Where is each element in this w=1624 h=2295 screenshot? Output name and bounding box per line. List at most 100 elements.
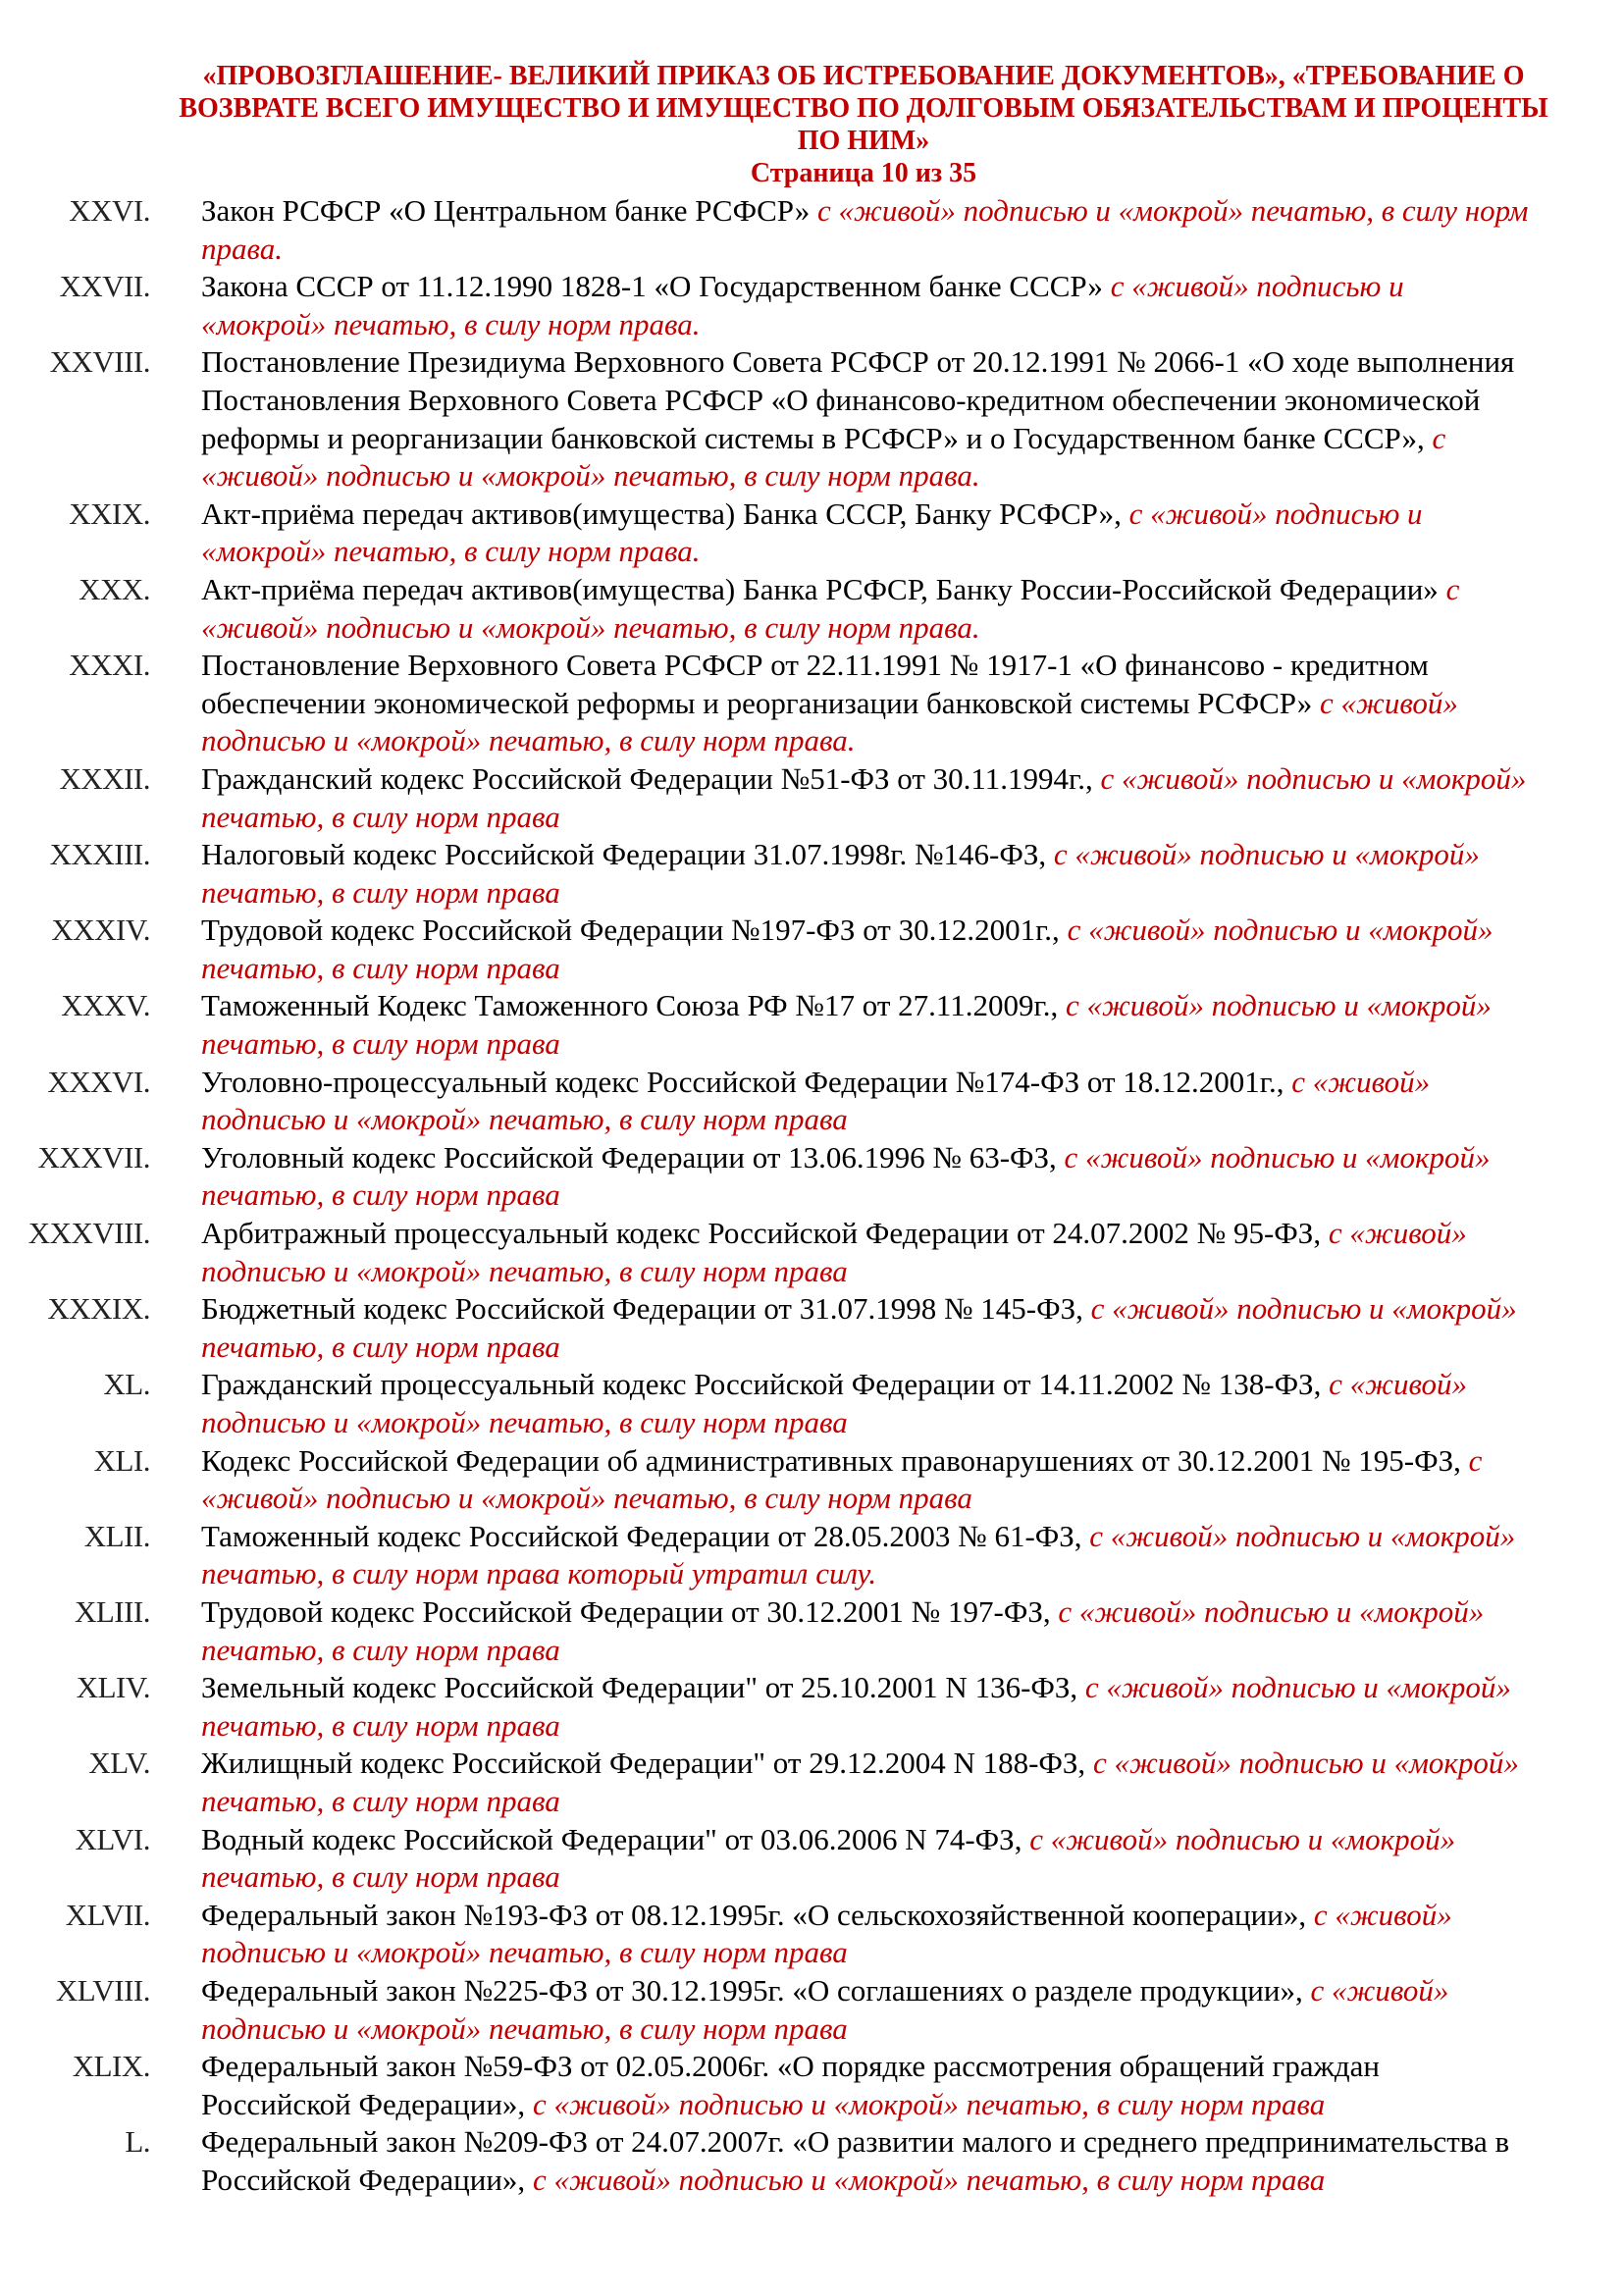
- item-body: Постановление Верховного Совета РСФСР от…: [201, 647, 1536, 760]
- item-note: с «живой» подписью и «мокрой» печатью, в…: [201, 1367, 1467, 1439]
- list-item: XXXII. Гражданский кодекс Российской Феде…: [0, 760, 1570, 836]
- item-note: с «живой» подписью и «мокрой» печатью, в…: [201, 1821, 1456, 1895]
- item-number: XXXIV.: [51, 913, 150, 948]
- item-text: Водный кодекс Российской Федерации" от 0…: [201, 1821, 1030, 1856]
- law-list: XXVI. Закон РСФСР «О Центральном банке РС…: [0, 192, 1570, 2199]
- item-number: XXIX.: [69, 496, 150, 531]
- item-body: Таможенный кодекс Российской Федерации о…: [201, 1518, 1536, 1593]
- item-body: Гражданский процессуальный кодекс Россий…: [201, 1366, 1536, 1441]
- item-note: с «живой» подписью и «мокрой» печатью, в…: [201, 420, 1446, 494]
- item-number: XXVI.: [69, 193, 150, 228]
- item-body: Закона СССР от 11.12.1990 1828-1 «О Госу…: [201, 268, 1536, 343]
- item-text: Таможенный кодекс Российской Федерации о…: [201, 1518, 1090, 1553]
- item-body: Земельный кодекс Российской Федерации" о…: [201, 1669, 1536, 1745]
- list-item: XLV. Жилищный кодекс Российской Федерации…: [0, 1745, 1570, 1820]
- item-body: Налоговый кодекс Российской Федерации 31…: [201, 836, 1536, 912]
- list-item: XXXIV. Трудовой кодекс Российской Федерац…: [0, 912, 1570, 987]
- item-text: Бюджетный кодекс Российской Федерации от…: [201, 1291, 1091, 1327]
- item-text: Федеральный закон №59-ФЗ от 02.05.2006г.…: [201, 2049, 1380, 2121]
- item-number: XXVII.: [59, 269, 150, 304]
- item-number: XLIX.: [72, 2049, 151, 2084]
- list-item: XXX. Акт-приёма передач активов(имущества…: [0, 571, 1570, 647]
- item-number: L.: [125, 2124, 150, 2160]
- item-body: Федеральный закон №59-ФЗ от 02.05.2006г.…: [201, 2048, 1536, 2123]
- item-note: с «живой» подписью и «мокрой» печатью, в…: [201, 1291, 1517, 1364]
- list-item: XXXIII. Налоговый кодекс Российской Федер…: [0, 836, 1570, 912]
- list-item: XXXVI. Уголовно-процессуальный кодекс Рос…: [0, 1064, 1570, 1139]
- item-note: с «живой» подписью и «мокрой» печатью, в…: [201, 1518, 1516, 1591]
- list-item: XLII. Таможенный кодекс Российской Федера…: [0, 1518, 1570, 1593]
- item-body: Федеральный закон №209-ФЗ от 24.07.2007г…: [201, 2123, 1536, 2199]
- item-text: Земельный кодекс Российской Федерации" о…: [201, 1670, 1085, 1705]
- item-text: Акт-приёма передач активов(имущества) Ба…: [201, 496, 1129, 531]
- item-text: Гражданский процессуальный кодекс Россий…: [201, 1367, 1330, 1402]
- list-item: XLI. Кодекс Российской Федерации об админ…: [0, 1442, 1570, 1518]
- list-item: XXVII. Закона СССР от 11.12.1990 1828-1 «…: [0, 268, 1570, 343]
- item-number: XXXIII.: [49, 837, 151, 872]
- item-body: Постановление Президиума Верховного Сове…: [201, 343, 1536, 495]
- list-item: L. Федеральный закон №209-ФЗ от 24.07.200…: [0, 2123, 1570, 2199]
- item-note: с «живой» подписью и «мокрой» печатью, в…: [201, 1064, 1431, 1137]
- list-item: XL. Гражданский процессуальный кодекс Рос…: [0, 1366, 1570, 1441]
- item-note: с «живой» подписью и «мокрой» печатью, в…: [532, 2162, 1326, 2197]
- item-number: XXX.: [79, 571, 150, 606]
- list-item: XLVI. Водный кодекс Российской Федерации"…: [0, 1821, 1570, 1897]
- item-number: XLVII.: [65, 1897, 151, 1932]
- item-note: с «живой» подписью и «мокрой» печатью, в…: [201, 1897, 1452, 1970]
- item-number: XLII.: [83, 1518, 151, 1553]
- item-number: XXVIII.: [49, 344, 151, 380]
- item-body: Акт-приёма передач активов(имущества) Ба…: [201, 496, 1536, 571]
- item-number: XXXVIII.: [27, 1216, 151, 1251]
- item-note: с «живой» подписью и «мокрой» печатью, в…: [201, 988, 1492, 1062]
- item-body: Водный кодекс Российской Федерации" от 0…: [201, 1821, 1536, 1897]
- item-text: Трудовой кодекс Российской Федерации от …: [201, 1593, 1059, 1629]
- item-body: Трудовой кодекс Российской Федерации №19…: [201, 912, 1536, 987]
- item-text: Налоговый кодекс Российской Федерации 31…: [201, 837, 1054, 872]
- list-item: XXXV. Таможенный Кодекс Таможенного Союза…: [0, 987, 1570, 1063]
- item-number: XLI.: [93, 1442, 151, 1478]
- item-body: Закон РСФСР «О Центральном банке РСФСР» …: [201, 192, 1536, 268]
- item-text: Гражданский кодекс Российской Федерации …: [201, 760, 1101, 796]
- item-text: Постановление Президиума Верховного Сове…: [201, 344, 1515, 455]
- item-body: Таможенный Кодекс Таможенного Союза РФ №…: [201, 987, 1536, 1063]
- list-item: XXXIX. Бюджетный кодекс Российской Федера…: [0, 1290, 1570, 1366]
- item-note: с «живой» подписью и «мокрой» печатью, в…: [201, 1746, 1519, 1818]
- item-text: Жилищный кодекс Российской Федерации" от…: [201, 1746, 1093, 1781]
- item-number: XXXIX.: [47, 1291, 150, 1327]
- item-body: Гражданский кодекс Российской Федерации …: [201, 760, 1536, 836]
- item-number: XXXVII.: [37, 1139, 151, 1174]
- item-number: XLV.: [88, 1746, 150, 1781]
- item-number: XL.: [103, 1367, 150, 1402]
- item-text: Постановление Верховного Совета РСФСР от…: [201, 648, 1429, 720]
- item-body: Акт-приёма передач активов(имущества) Ба…: [201, 571, 1536, 647]
- list-item: XLIV. Земельный кодекс Российской Федерац…: [0, 1669, 1570, 1745]
- item-note: с «живой» подписью и «мокрой» печатью, в…: [201, 1972, 1449, 2046]
- item-number: XXXII.: [59, 760, 150, 796]
- item-note: с «живой» подписью и «мокрой» печатью, в…: [201, 193, 1529, 266]
- list-item: XLIX. Федеральный закон №59-ФЗ от 02.05.2…: [0, 2048, 1570, 2123]
- item-text: Федеральный закон №209-ФЗ от 24.07.2007г…: [201, 2124, 1510, 2197]
- list-item: XXXVIII. Арбитражный процессуальный кодек…: [0, 1215, 1570, 1290]
- item-note: с «живой» подписью и «мокрой» печатью, в…: [532, 2086, 1326, 2121]
- list-item: XXXI. Постановление Верховного Совета РСФ…: [0, 647, 1570, 760]
- item-number: XLIII.: [74, 1593, 151, 1629]
- item-note: с «живой» подписью и «мокрой» печатью, в…: [201, 760, 1527, 834]
- list-item: XLVII. Федеральный закон №193-ФЗ от 08.12…: [0, 1897, 1570, 1972]
- item-text: Таможенный Кодекс Таможенного Союза РФ №…: [201, 988, 1066, 1023]
- item-note: с «живой» подписью и «мокрой» печатью, в…: [201, 1670, 1511, 1743]
- list-item: XXVIII. Постановление Президиума Верховно…: [0, 343, 1570, 495]
- list-item: XXXVII. Уголовный кодекс Российской Федер…: [0, 1139, 1570, 1215]
- item-text: Уголовно-процессуальный кодекс Российско…: [201, 1064, 1292, 1099]
- item-text: Федеральный закон №193-ФЗ от 08.12.1995г…: [201, 1897, 1314, 1932]
- item-number: XLVIII.: [55, 1972, 151, 2008]
- item-body: Уголовный кодекс Российской Федерации от…: [201, 1139, 1536, 1215]
- item-note: с «живой» подписью и «мокрой» печатью, в…: [201, 269, 1404, 341]
- item-number: XXXVI.: [47, 1064, 150, 1099]
- item-text: Закон РСФСР «О Центральном банке РСФСР»: [201, 193, 818, 228]
- item-note: с «живой» подписью и «мокрой» печатью, в…: [201, 571, 1460, 645]
- item-number: XLIV.: [76, 1670, 151, 1705]
- item-note: с «живой» подписью и «мокрой» печатью, в…: [201, 913, 1493, 985]
- item-text: Арбитражный процессуальный кодекс Россий…: [201, 1216, 1329, 1251]
- item-body: Бюджетный кодекс Российской Федерации от…: [201, 1290, 1536, 1366]
- item-number: XXXV.: [61, 988, 150, 1023]
